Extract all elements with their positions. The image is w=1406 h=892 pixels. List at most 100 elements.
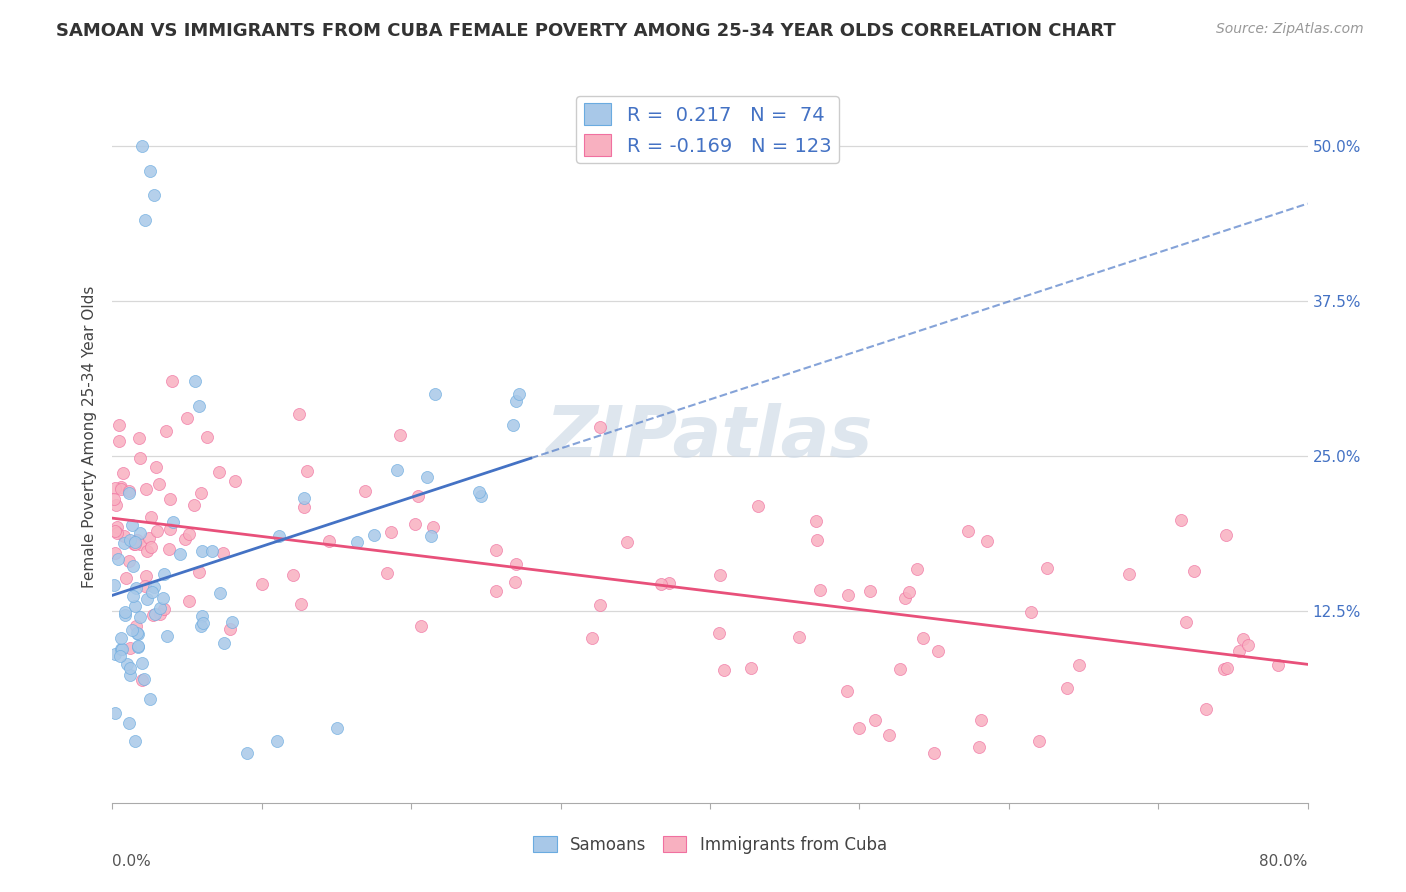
Point (502, 417, 524, 432)
Point (143, 188, 166, 202)
Point (208, 586, 231, 600)
Point (139, 163, 162, 178)
Point (1213, 662, 1236, 676)
Point (325, 722, 347, 736)
Point (976, 534, 998, 549)
Point (1182, 564, 1205, 578)
Point (422, 519, 444, 533)
Point (107, 434, 129, 448)
Text: Source: ZipAtlas.com: Source: ZipAtlas.com (1216, 22, 1364, 37)
Point (141, 584, 163, 599)
Point (415, 470, 437, 484)
Point (135, 569, 157, 583)
Point (616, 535, 638, 549)
Point (1227, 644, 1250, 658)
Point (125, 619, 148, 633)
Point (129, 526, 152, 541)
Point (128, 537, 150, 551)
Point (1175, 615, 1198, 630)
Text: ZIPatlas: ZIPatlas (547, 402, 873, 472)
Point (188, 399, 211, 413)
Point (467, 484, 489, 499)
Point (190, 485, 212, 500)
Point (804, 514, 827, 528)
Point (295, 464, 318, 478)
Point (125, 581, 148, 595)
Point (266, 734, 288, 748)
Point (162, 374, 183, 388)
Point (124, 599, 146, 614)
Point (112, 466, 135, 480)
Point (139, 692, 162, 706)
Point (201, 544, 224, 558)
Point (288, 407, 311, 421)
Point (375, 566, 398, 580)
Point (898, 585, 921, 599)
Point (806, 533, 828, 547)
Point (485, 584, 508, 599)
Point (1216, 661, 1239, 675)
Point (118, 484, 141, 499)
Point (183, 374, 205, 388)
Point (107, 418, 129, 433)
Point (121, 518, 143, 533)
Point (134, 673, 156, 687)
Point (111, 641, 134, 656)
Point (149, 601, 172, 615)
Point (848, 722, 870, 736)
Point (208, 465, 231, 479)
Point (138, 531, 160, 545)
Point (1232, 632, 1254, 646)
Point (104, 546, 127, 560)
Point (128, 431, 150, 445)
Point (174, 532, 197, 546)
Point (353, 483, 375, 498)
Point (141, 540, 163, 554)
Point (104, 524, 127, 539)
Point (1036, 561, 1059, 575)
Point (957, 524, 980, 539)
Point (125, 626, 148, 640)
Point (187, 565, 209, 579)
Point (380, 525, 402, 540)
Point (112, 536, 135, 550)
Point (292, 491, 315, 505)
Point (157, 541, 180, 556)
Point (190, 619, 212, 633)
Point (425, 386, 447, 401)
Point (179, 594, 201, 608)
Point (110, 642, 132, 657)
Point (224, 474, 246, 488)
Point (1215, 527, 1237, 541)
Point (505, 557, 527, 571)
Point (134, 579, 156, 593)
Point (218, 623, 240, 637)
Point (110, 480, 132, 494)
Point (145, 460, 167, 475)
Point (747, 499, 769, 513)
Point (134, 213, 156, 227)
Point (122, 589, 145, 603)
Point (810, 583, 832, 598)
Point (103, 492, 125, 507)
Point (252, 576, 274, 591)
Point (183, 498, 205, 512)
Point (127, 640, 149, 654)
Point (658, 575, 681, 590)
Point (124, 536, 146, 550)
Point (318, 534, 340, 549)
Point (120, 533, 142, 547)
Point (156, 629, 179, 643)
Point (143, 607, 166, 621)
Point (589, 598, 612, 612)
Point (142, 580, 165, 594)
Point (905, 562, 928, 576)
Point (292, 500, 315, 514)
Point (107, 551, 129, 566)
Point (912, 631, 935, 645)
Point (967, 739, 990, 754)
Text: SAMOAN VS IMMIGRANTS FROM CUBA FEMALE POVERTY AMONG 25-34 YEAR OLDS CORRELATION : SAMOAN VS IMMIGRANTS FROM CUBA FEMALE PO… (56, 22, 1116, 40)
Text: 0.0%: 0.0% (112, 854, 152, 869)
Point (894, 591, 917, 606)
Point (889, 662, 911, 676)
